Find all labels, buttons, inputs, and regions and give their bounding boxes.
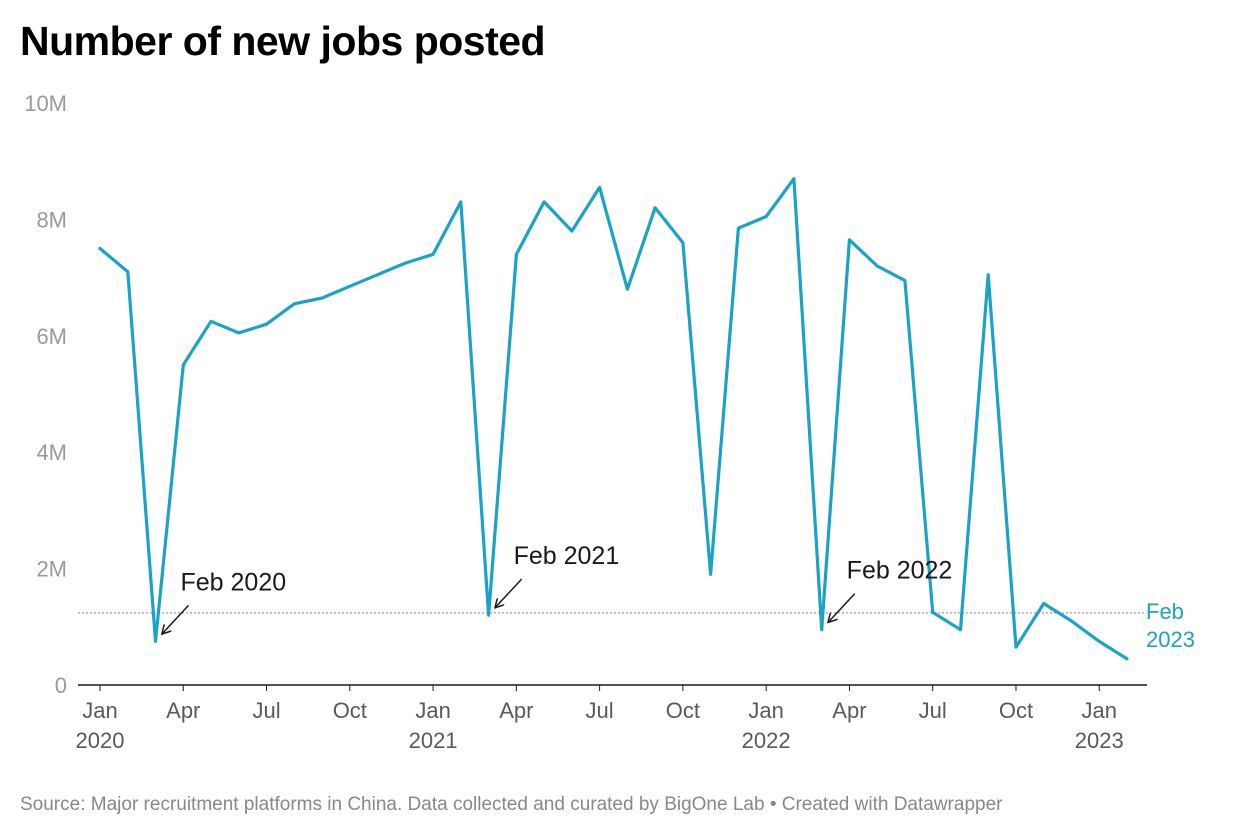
series-line [98, 177, 1129, 661]
data-point [320, 296, 324, 300]
y-tick-label: 0 [55, 673, 67, 698]
x-tick-label: Jan [748, 698, 783, 723]
x-tick-label: Jan [82, 698, 117, 723]
data-point [1070, 619, 1073, 623]
x-tick-label: Oct [333, 698, 367, 723]
data-point [1098, 640, 1101, 643]
data-point [820, 628, 823, 631]
data-point [431, 253, 435, 256]
data-point [848, 238, 851, 241]
data-point [709, 573, 712, 576]
annotation-label: Feb 2022 [847, 557, 953, 585]
data-point [348, 285, 352, 288]
data-point [570, 229, 574, 233]
x-tick-label: Jan [1082, 698, 1117, 723]
y-tick-label: 6M [36, 324, 67, 349]
x-tick-label: Jan [415, 698, 450, 723]
data-point [154, 640, 157, 643]
data-point [737, 226, 740, 230]
data-point [598, 186, 601, 189]
data-point [1014, 645, 1018, 649]
data-point [265, 322, 268, 326]
x-tick-label: Apr [499, 698, 533, 723]
x-tick-year-label: 2023 [1075, 728, 1124, 753]
data-point [987, 273, 990, 276]
data-point [237, 331, 240, 335]
annotation-arrow [829, 593, 856, 622]
x-tick-year-label: 2020 [76, 728, 125, 753]
y-axis: 0 2M 4M 6M 8M 10M [24, 91, 67, 698]
data-point [209, 320, 213, 323]
data-point [959, 628, 962, 631]
series-layer: Feb 2023 [98, 177, 1195, 661]
annotation-layer: Feb 2020 Feb 2021 Feb 2022 [163, 542, 953, 633]
x-tick-label: Jul [919, 698, 947, 723]
x-tick-year-label: 2022 [742, 728, 791, 753]
x-tick-year-label: 2021 [409, 728, 458, 753]
data-point [459, 200, 463, 204]
x-tick-label: Apr [166, 698, 200, 723]
y-tick-label: 8M [36, 207, 67, 232]
data-point [764, 215, 768, 218]
data-point [515, 253, 518, 256]
annotation-label: Feb 2020 [181, 568, 287, 596]
x-tick-label: Oct [999, 698, 1033, 723]
data-point [126, 270, 129, 273]
data-point [487, 613, 490, 617]
data-point [903, 279, 907, 282]
data-point [376, 273, 379, 276]
data-point [98, 247, 102, 250]
data-point [1125, 657, 1129, 661]
y-tick-label: 4M [36, 440, 67, 465]
chart-title: Number of new jobs posted [20, 18, 546, 64]
data-point [626, 288, 629, 291]
data-point [1042, 602, 1045, 605]
x-tick-label: Jul [586, 698, 614, 723]
x-tick-label: Oct [666, 698, 700, 723]
data-point [542, 200, 546, 204]
data-point [653, 206, 657, 209]
data-point [293, 302, 296, 305]
data-point [875, 264, 879, 268]
annotation-label: Feb 2021 [514, 542, 620, 570]
x-axis: Jan 2020 Apr Jul Oct Jan 2021 Apr Jul Oct Jan 2022 A… [76, 684, 1147, 753]
annotation-arrow [163, 604, 190, 633]
data-point [792, 177, 796, 180]
data-point [931, 611, 934, 614]
x-tick-label: Apr [832, 698, 866, 723]
y-tick-label: 2M [36, 557, 67, 582]
annotation-arrow [496, 578, 523, 607]
y-tick-label: 10M [24, 91, 67, 116]
series-end-label: Feb [1146, 599, 1184, 624]
source-note: Source: Major recruitment platforms in C… [20, 794, 1003, 815]
data-point [404, 261, 407, 265]
x-tick-label: Jul [252, 698, 280, 723]
data-point [681, 241, 685, 244]
data-point [182, 363, 185, 367]
series-end-label: 2023 [1146, 627, 1195, 652]
